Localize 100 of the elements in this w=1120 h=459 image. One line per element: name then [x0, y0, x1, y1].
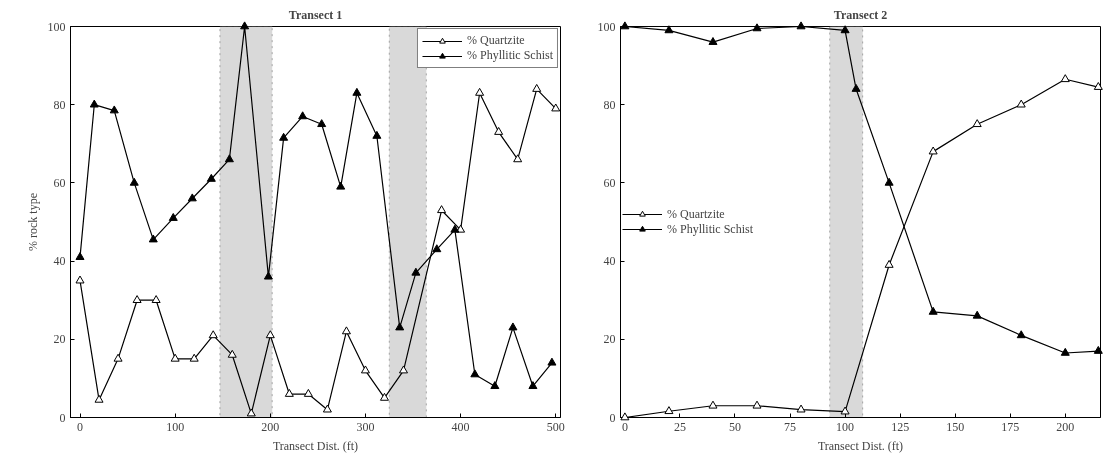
point — [708, 37, 718, 45]
point — [89, 99, 99, 108]
point — [284, 388, 294, 397]
point — [752, 23, 762, 32]
point — [317, 119, 327, 128]
legend-label: % Phyllitic Schist — [466, 48, 553, 63]
point — [168, 212, 178, 221]
point — [1093, 81, 1103, 90]
point — [246, 408, 256, 417]
point — [620, 21, 630, 30]
point — [129, 177, 139, 186]
point — [513, 154, 523, 163]
point — [528, 381, 538, 390]
point — [303, 388, 313, 397]
point — [851, 83, 861, 92]
point — [432, 244, 442, 253]
x-axis-title: Transect Dist. (ft) — [272, 438, 359, 453]
point — [263, 271, 273, 280]
point — [796, 404, 806, 413]
point — [208, 330, 218, 339]
point — [170, 353, 180, 362]
x-tick-label: 75 — [784, 419, 797, 434]
point — [411, 267, 421, 276]
x-tick-label: 25 — [673, 419, 686, 434]
point — [928, 146, 938, 155]
point — [224, 154, 234, 163]
point — [796, 21, 806, 30]
point — [336, 181, 346, 190]
x-tick-label: 400 — [451, 419, 470, 434]
point — [972, 310, 982, 319]
point — [547, 357, 557, 366]
y-tick-label: 40 — [603, 254, 616, 269]
y-tick-label: 60 — [603, 175, 616, 190]
point — [298, 111, 308, 120]
point — [840, 25, 850, 34]
y-tick-label: 80 — [603, 97, 616, 112]
point — [94, 394, 104, 403]
point — [884, 177, 894, 186]
point — [708, 400, 718, 409]
y-tick-label: 60 — [53, 175, 66, 190]
point — [75, 275, 85, 284]
point — [752, 400, 762, 409]
point — [1060, 347, 1070, 356]
point — [1093, 345, 1103, 354]
legend-label: % Quartzite — [667, 206, 725, 222]
point — [972, 119, 982, 128]
x-tick-label: 50 — [729, 419, 741, 434]
point — [148, 234, 158, 243]
y-axis-title: % rock type — [25, 193, 40, 251]
point — [470, 369, 480, 378]
point — [928, 306, 938, 315]
point — [884, 259, 894, 268]
point — [265, 330, 275, 339]
point — [490, 381, 500, 390]
point — [189, 353, 199, 362]
point — [450, 224, 460, 233]
x-axis-title: Transect Dist. (ft) — [817, 438, 904, 453]
x-tick-label: 300 — [356, 419, 375, 434]
y-tick-label: 40 — [53, 254, 66, 269]
point — [551, 103, 561, 112]
x-tick-label: 500 — [546, 419, 565, 434]
x-tick-label: 175 — [1001, 419, 1020, 434]
chart-title: Transect 1 — [288, 7, 343, 22]
x-tick-label: 200 — [1056, 419, 1075, 434]
y-tick-label: 20 — [603, 332, 616, 347]
point — [475, 87, 485, 96]
point — [187, 193, 197, 202]
point — [341, 326, 351, 335]
point — [840, 406, 850, 415]
point — [379, 392, 389, 401]
point — [352, 87, 362, 96]
x-tick-label: 150 — [946, 419, 965, 434]
point — [151, 295, 161, 304]
point — [206, 173, 216, 182]
y-tick-label: 20 — [53, 332, 66, 347]
point — [494, 126, 504, 135]
point — [664, 406, 674, 415]
point — [399, 365, 409, 374]
point — [1016, 99, 1026, 108]
y-tick-label: 100 — [47, 19, 66, 34]
x-tick-label: 125 — [891, 419, 910, 434]
point — [395, 322, 405, 331]
point — [437, 205, 447, 214]
x-tick-label: 100 — [836, 419, 855, 434]
point — [227, 349, 237, 358]
point — [75, 252, 85, 260]
point — [109, 105, 119, 114]
x-tick-label: 100 — [166, 419, 185, 434]
point — [532, 83, 542, 92]
point — [664, 25, 674, 34]
point — [113, 353, 123, 362]
point — [1060, 74, 1070, 83]
legend-label: % Phyllitic Schist — [667, 221, 754, 237]
chart-title: Transect 2 — [833, 7, 888, 22]
x-tick-label: 200 — [261, 419, 280, 434]
point — [322, 404, 332, 413]
point — [372, 130, 382, 139]
point — [279, 132, 289, 141]
point — [360, 365, 370, 374]
x-tick-label: 0 — [621, 419, 628, 434]
